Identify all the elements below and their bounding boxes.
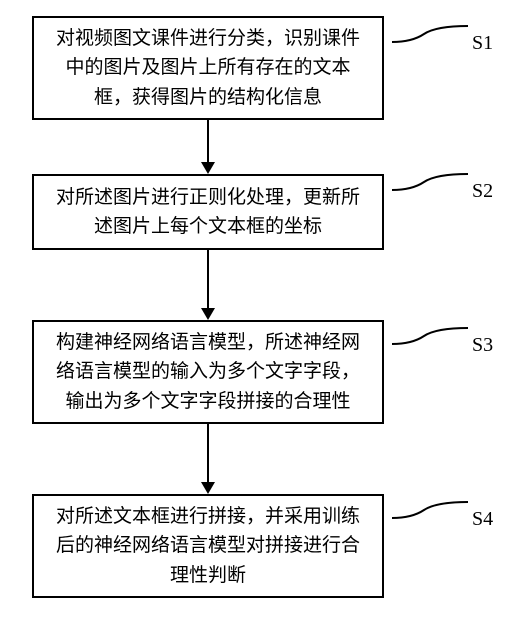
- edge-s3-s4: [207, 424, 209, 482]
- flow-node-s4-text: 对所述文本框进行拼接，并采用训练后的神经网络语言模型对拼接进行合理性判断: [48, 502, 368, 590]
- brace-s2: [392, 172, 472, 208]
- flow-node-s2-text: 对所述图片进行正则化处理，更新所述图片上每个文本框的坐标: [48, 183, 368, 242]
- flow-node-s4: 对所述文本框进行拼接，并采用训练后的神经网络语言模型对拼接进行合理性判断: [32, 494, 384, 598]
- step-label-s1: S1: [472, 32, 493, 55]
- flow-node-s3: 构建神经网络语言模型，所述神经网络语言模型的输入为多个文字字段，输出为多个文字字…: [32, 320, 384, 424]
- flow-node-s3-text: 构建神经网络语言模型，所述神经网络语言模型的输入为多个文字字段，输出为多个文字字…: [48, 328, 368, 416]
- step-label-s4: S4: [472, 508, 493, 531]
- brace-s4: [392, 500, 472, 536]
- brace-s3: [392, 326, 472, 362]
- flow-node-s1-text: 对视频图文课件进行分类，识别课件中的图片及图片上所有存在的文本框，获得图片的结构…: [48, 24, 368, 112]
- brace-s1: [392, 24, 472, 60]
- arrow-s1-s2: [201, 162, 215, 174]
- arrow-s2-s3: [201, 308, 215, 320]
- step-label-s3: S3: [472, 334, 493, 357]
- step-label-s2: S2: [472, 180, 493, 203]
- edge-s1-s2: [207, 120, 209, 162]
- flow-node-s2: 对所述图片进行正则化处理，更新所述图片上每个文本框的坐标: [32, 174, 384, 250]
- flow-node-s1: 对视频图文课件进行分类，识别课件中的图片及图片上所有存在的文本框，获得图片的结构…: [32, 16, 384, 120]
- arrow-s3-s4: [201, 482, 215, 494]
- edge-s2-s3: [207, 250, 209, 308]
